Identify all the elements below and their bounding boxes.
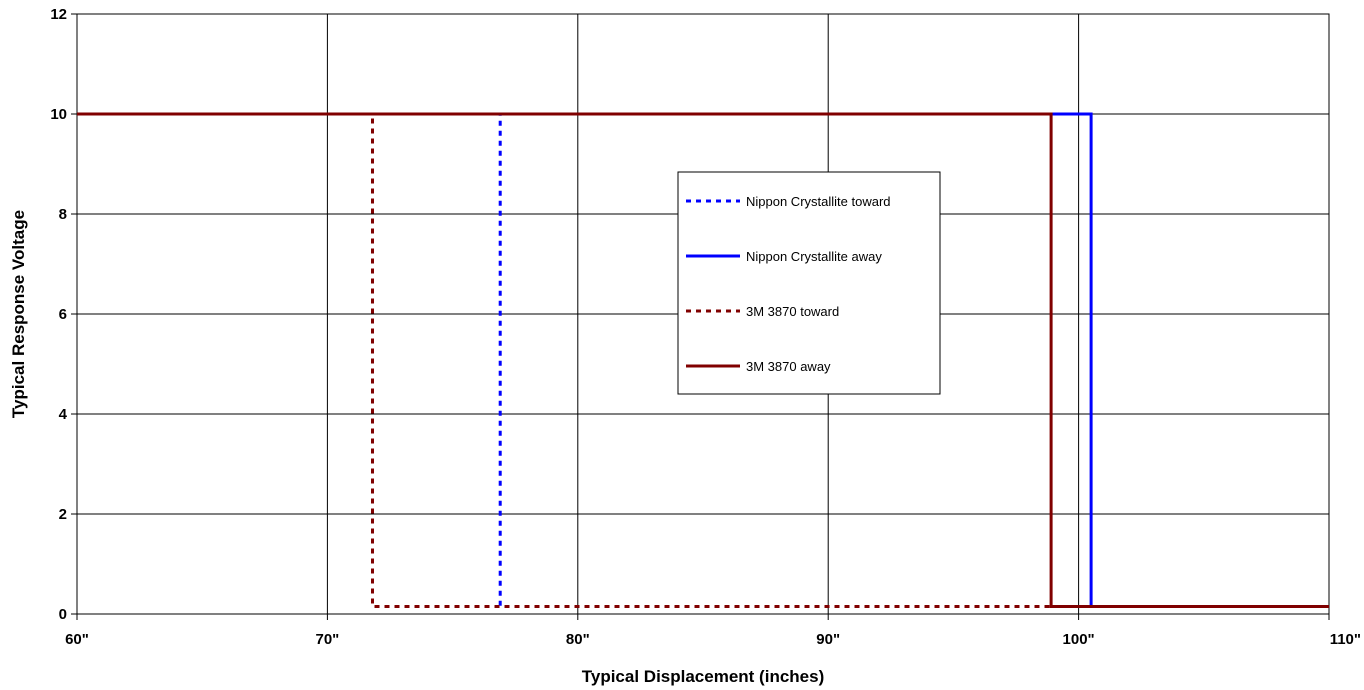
- y-tick-label: 4: [59, 406, 68, 423]
- y-axis-title: Typical Response Voltage: [9, 210, 28, 418]
- x-tick-label: 100": [1063, 631, 1095, 648]
- y-tick-label: 2: [59, 506, 67, 523]
- y-tick-label: 0: [59, 606, 67, 623]
- x-axis-title: Typical Displacement (inches): [582, 667, 824, 686]
- legend-label: 3M 3870 toward: [746, 304, 839, 319]
- x-tick-label: 60": [65, 631, 89, 648]
- y-tick-label: 6: [59, 306, 67, 323]
- x-tick-label: 90": [816, 631, 840, 648]
- y-tick-label: 10: [50, 106, 67, 123]
- legend-label: Nippon Crystallite away: [746, 249, 882, 264]
- series-lines: [77, 112, 1329, 608]
- tick-labels: 0 2 4 6 8 10 12 60" 70" 80" 90" 100" 110": [50, 6, 1361, 648]
- x-tick-label: 80": [566, 631, 590, 648]
- legend-label: Nippon Crystallite toward: [746, 194, 891, 209]
- y-tick-label: 8: [59, 206, 67, 223]
- y-tick-label: 12: [50, 6, 67, 23]
- legend: Nippon Crystallite toward Nippon Crystall…: [677, 171, 941, 395]
- x-tick-label: 110": [1330, 631, 1361, 648]
- series-line: [77, 112, 1329, 608]
- legend-label: 3M 3870 away: [746, 359, 831, 374]
- legend-box: [677, 171, 941, 395]
- series-line: [77, 112, 1329, 608]
- x-tick-label: 70": [316, 631, 340, 648]
